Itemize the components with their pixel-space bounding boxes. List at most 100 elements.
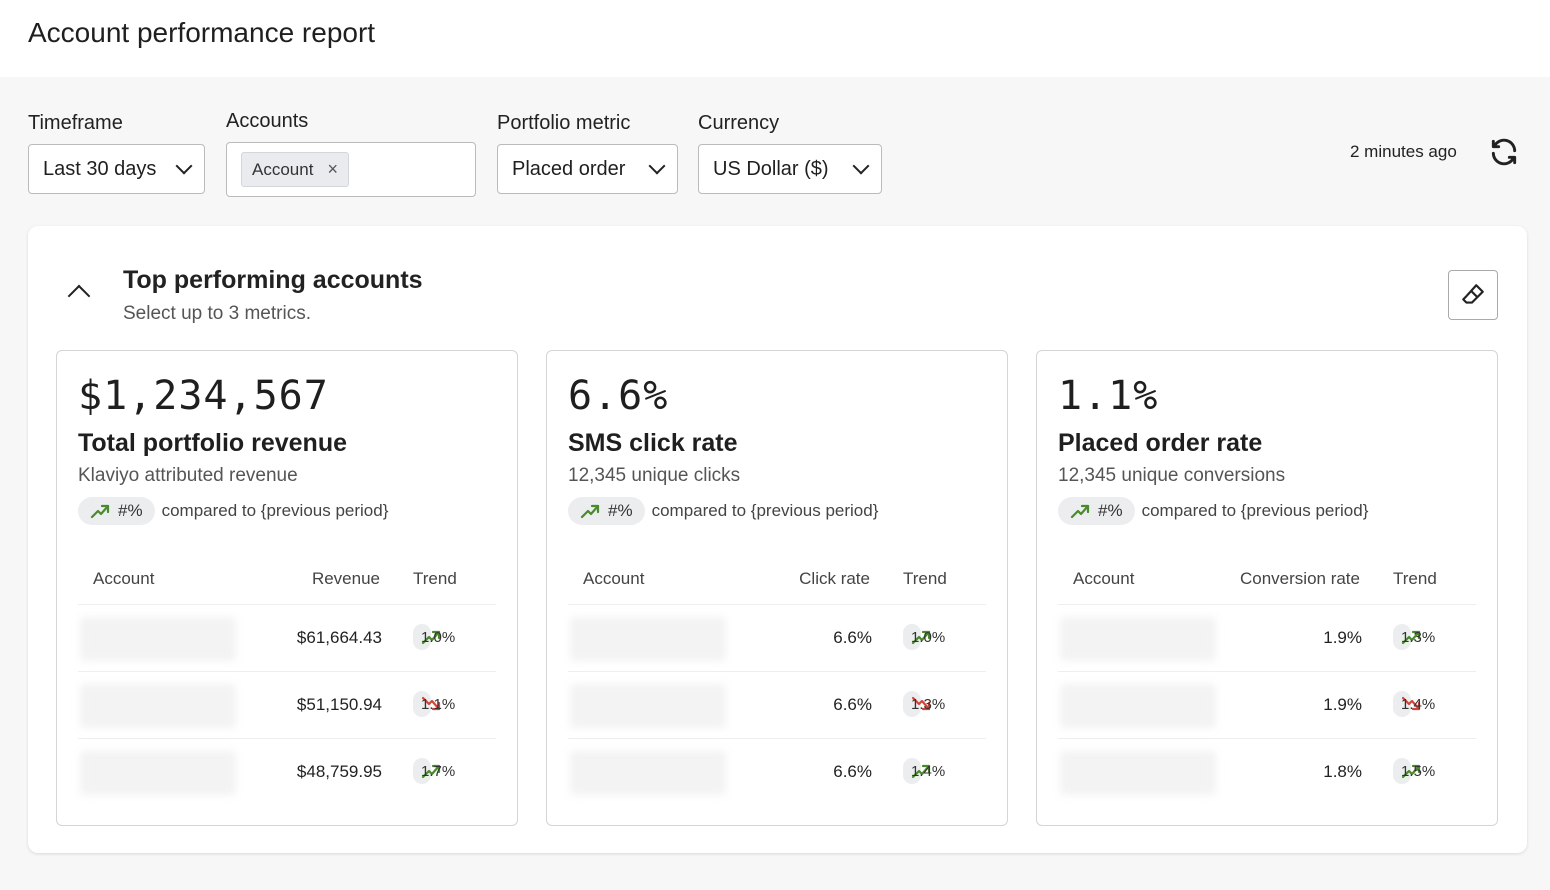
trend-up-icon (580, 503, 600, 519)
metric-cell: 6.6% (833, 628, 872, 647)
account-chip: Account × (241, 152, 349, 187)
table-row[interactable]: $61,664.43 1.0% (78, 604, 496, 670)
metric-cell: $51,150.94 (296, 695, 382, 714)
column-header: Account (1073, 569, 1135, 588)
portfolio-metric-filter: Portfolio metric Placed order (497, 112, 678, 194)
trend-up-icon (1401, 763, 1421, 779)
column-header: Trend (1393, 569, 1437, 588)
trend-badge: 1.3% (1393, 624, 1435, 650)
table-row[interactable]: 1.9% 1.4% (1058, 671, 1476, 737)
metric-cell: $48,759.95 (296, 762, 382, 781)
trend-value: 1.1% (421, 695, 456, 713)
trend-down-icon (911, 696, 931, 712)
accounts-input[interactable]: Account × (226, 142, 476, 197)
trend-badge: 1.0% (903, 624, 945, 650)
trend-up-icon (911, 629, 931, 645)
trend-value: 1.0% (911, 628, 946, 646)
refresh-icon[interactable] (1488, 136, 1520, 168)
timeframe-label: Timeframe (28, 112, 123, 134)
column-header: Conversion rate (1239, 569, 1360, 588)
metric-value: 6.6% (568, 373, 669, 419)
trend-value: 1.5% (1401, 762, 1436, 780)
metric-cell: 6.6% (833, 695, 872, 714)
metric-name: Placed order rate (1058, 429, 1263, 457)
change-badge: #% (1058, 497, 1135, 525)
account-chip-label: Account (252, 159, 314, 179)
metric-cell: $61,664.43 (296, 628, 382, 647)
currency-label: Currency (698, 112, 780, 134)
timeframe-filter: Timeframe Last 30 days (28, 112, 205, 194)
edit-button[interactable] (1448, 270, 1498, 320)
trend-badge: 1.0% (413, 624, 455, 650)
column-header: Click rate (799, 569, 870, 588)
metric-cell: 1.9% (1323, 695, 1362, 714)
top-performing-accounts-section: Top performing accounts Select up to 3 m… (28, 226, 1527, 853)
trend-value: 1.4% (1401, 695, 1436, 713)
comparison: #% compared to {previous period} (568, 497, 878, 525)
trend-up-icon (911, 763, 931, 779)
metric-cell: 1.8% (1323, 762, 1362, 781)
account-name-redacted (570, 684, 726, 728)
metric-name: SMS click rate (568, 429, 738, 457)
compare-text: compared to {previous period} (1141, 501, 1369, 520)
currency-dropdown[interactable]: US Dollar ($) (698, 144, 882, 194)
metric-card: 6.6% SMS click rate 12,345 unique clicks… (546, 350, 1008, 826)
table-row[interactable]: 1.9% 1.3% (1058, 604, 1476, 670)
currency-filter: Currency US Dollar ($) (698, 112, 882, 194)
trend-badge: 1.1% (413, 691, 455, 717)
compare-text: compared to {previous period} (651, 501, 879, 520)
account-name-redacted (570, 751, 726, 795)
portfolio-metric-value: Placed order (512, 157, 626, 180)
accounts-label: Accounts (226, 110, 309, 132)
change-badge: #% (568, 497, 645, 525)
chevron-down-icon (648, 157, 666, 175)
timeframe-dropdown[interactable]: Last 30 days (28, 144, 205, 194)
section-title: Top performing accounts (123, 266, 423, 294)
trend-value: 1.3% (1401, 628, 1436, 646)
trend-badge: 1.7% (413, 758, 455, 784)
trend-up-icon (1070, 503, 1090, 519)
section-subtitle: Select up to 3 metrics. (123, 303, 311, 324)
accounts-filter: Accounts Account × (226, 110, 476, 197)
table-row[interactable]: $51,150.94 1.1% (78, 671, 496, 737)
column-header: Account (583, 569, 645, 588)
trend-badge: 1.3% (903, 691, 945, 717)
close-icon[interactable]: × (327, 159, 338, 179)
trend-up-icon (1401, 629, 1421, 645)
change-value: #% (118, 501, 143, 520)
chevron-up-icon[interactable] (67, 284, 91, 308)
comparison: #% compared to {previous period} (78, 497, 388, 525)
account-name-redacted (80, 684, 236, 728)
trend-up-icon (421, 763, 441, 779)
trend-value: 1.0% (421, 628, 456, 646)
account-name-redacted (80, 617, 236, 661)
portfolio-metric-label: Portfolio metric (497, 112, 631, 134)
account-name-redacted (80, 751, 236, 795)
comparison: #% compared to {previous period} (1058, 497, 1368, 525)
chevron-down-icon (852, 157, 870, 175)
table-row[interactable]: 6.6% 1.0% (568, 604, 986, 670)
metric-description: 12,345 unique clicks (568, 465, 741, 486)
account-name-redacted (1060, 617, 1216, 661)
metric-description: 12,345 unique conversions (1058, 465, 1286, 486)
metric-value: $1,234,567 (78, 373, 329, 419)
page-header: Account performance report (0, 0, 1550, 77)
change-value: #% (1098, 501, 1123, 520)
account-name-redacted (570, 617, 726, 661)
page-title: Account performance report (28, 17, 376, 48)
metric-value: 1.1% (1058, 373, 1159, 419)
chevron-down-icon (175, 157, 193, 175)
currency-value: US Dollar ($) (713, 157, 829, 180)
table-row[interactable]: 6.6% 1.4% (568, 738, 986, 804)
timeframe-value: Last 30 days (43, 157, 157, 180)
column-header: Trend (413, 569, 457, 588)
trend-up-icon (90, 503, 110, 519)
trend-badge: 1.4% (903, 758, 945, 784)
trend-value: 1.3% (911, 695, 946, 713)
portfolio-metric-dropdown[interactable]: Placed order (497, 144, 678, 194)
table-row[interactable]: 6.6% 1.3% (568, 671, 986, 737)
table-row[interactable]: $48,759.95 1.7% (78, 738, 496, 804)
table-row[interactable]: 1.8% 1.5% (1058, 738, 1476, 804)
metric-card: 1.1% Placed order rate 12,345 unique con… (1036, 350, 1498, 826)
trend-badge: 1.5% (1393, 758, 1435, 784)
